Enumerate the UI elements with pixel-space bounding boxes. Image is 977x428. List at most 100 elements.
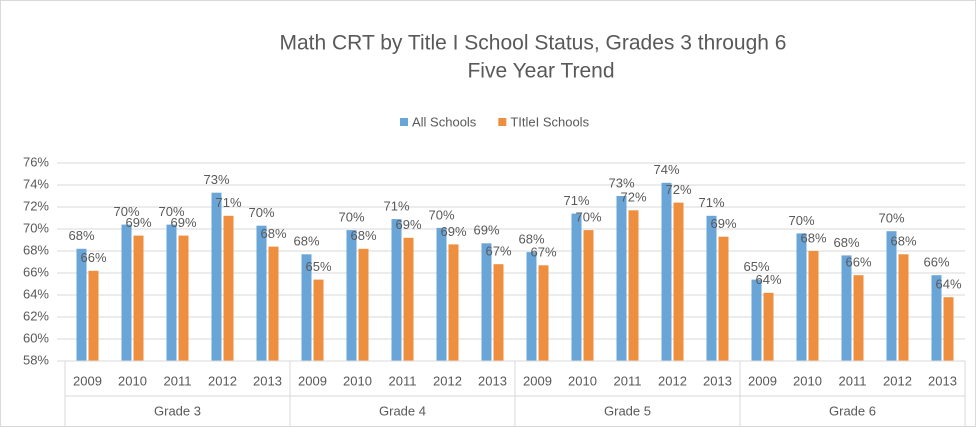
bar — [211, 192, 222, 361]
bar — [76, 248, 87, 361]
x-tick-label: 2010 — [568, 373, 597, 388]
x-tick-label: 2009 — [748, 373, 777, 388]
group-label: Grade 3 — [154, 403, 201, 418]
legend-swatch — [400, 118, 408, 126]
data-label: 70% — [428, 207, 454, 222]
bar — [931, 275, 942, 361]
data-label: 70% — [338, 210, 364, 225]
data-label: 69% — [473, 223, 499, 238]
x-tick-label: 2012 — [883, 373, 912, 388]
data-label: 68% — [890, 234, 916, 249]
x-tick-label: 2012 — [433, 373, 462, 388]
bar — [448, 244, 459, 361]
x-tick-label: 2009 — [73, 373, 102, 388]
bar — [898, 254, 909, 361]
data-label: 71% — [215, 195, 241, 210]
bar — [358, 248, 369, 361]
data-label: 68% — [518, 232, 544, 247]
bar — [301, 254, 312, 361]
chart-title: Math CRT by Title I School Status, Grade… — [280, 32, 787, 55]
y-tick-label: 74% — [23, 176, 49, 191]
bar — [583, 230, 594, 361]
legend-swatch — [498, 118, 507, 126]
bar — [133, 235, 144, 361]
data-label: 65% — [305, 259, 331, 274]
bar — [841, 255, 852, 361]
bar — [346, 230, 357, 361]
bar — [628, 210, 639, 361]
bar — [223, 215, 234, 361]
x-tick-label: 2010 — [118, 373, 147, 388]
y-tick-label: 70% — [23, 220, 49, 235]
data-label: 69% — [440, 224, 466, 239]
data-label: 71% — [563, 193, 589, 208]
bar — [853, 275, 864, 361]
data-label: 66% — [80, 250, 106, 265]
chart-subtitle: Five Year Trend — [467, 60, 614, 83]
y-tick-label: 68% — [23, 242, 49, 257]
bar — [481, 243, 492, 361]
bar — [166, 224, 177, 361]
data-label: 70% — [248, 205, 274, 220]
data-label: 65% — [743, 259, 769, 274]
bar — [256, 225, 267, 361]
bar — [436, 227, 447, 361]
data-label: 68% — [800, 230, 826, 245]
bar — [808, 251, 819, 361]
data-label: 69% — [125, 215, 151, 230]
data-label: 67% — [530, 245, 556, 260]
data-label: 70% — [575, 210, 601, 225]
x-tick-label: 2010 — [343, 373, 372, 388]
data-label: 69% — [170, 215, 196, 230]
data-label: 67% — [485, 244, 511, 259]
data-label: 68% — [350, 228, 376, 243]
y-tick-label: 60% — [23, 330, 49, 345]
x-tick-label: 2012 — [208, 373, 237, 388]
bar — [886, 231, 897, 361]
data-label: 71% — [383, 199, 409, 214]
x-tick-label: 2013 — [478, 373, 507, 388]
data-label: 64% — [755, 272, 781, 287]
y-tick-label: 62% — [23, 308, 49, 323]
x-tick-label: 2013 — [928, 373, 957, 388]
bar — [391, 219, 402, 361]
data-label: 69% — [710, 216, 736, 231]
bar — [706, 215, 717, 361]
x-tick-label: 2011 — [839, 373, 867, 388]
data-label: 68% — [260, 226, 286, 241]
bar — [616, 196, 627, 361]
data-label: 72% — [665, 182, 691, 197]
bar — [718, 236, 729, 361]
data-label: 71% — [698, 195, 724, 210]
data-label: 72% — [620, 190, 646, 205]
x-tick-label: 2009 — [298, 373, 327, 388]
bar — [763, 292, 774, 361]
y-tick-label: 58% — [23, 352, 49, 367]
x-tick-label: 2009 — [523, 373, 552, 388]
y-tick-label: 76% — [23, 154, 49, 169]
data-label: 70% — [878, 211, 904, 226]
bar — [121, 224, 132, 361]
y-tick-label: 64% — [23, 286, 49, 301]
data-label: 69% — [395, 217, 421, 232]
legend-label: All Schools — [412, 114, 477, 129]
bar — [661, 182, 672, 361]
bar — [751, 279, 762, 361]
bar — [268, 246, 279, 361]
y-tick-label: 66% — [23, 264, 49, 279]
x-tick-label: 2011 — [614, 373, 642, 388]
bar — [538, 265, 549, 361]
bar — [943, 297, 954, 361]
bar — [178, 235, 189, 361]
data-label: 66% — [845, 255, 871, 270]
data-label: 68% — [293, 234, 319, 249]
data-label: 73% — [608, 175, 634, 190]
bar — [796, 233, 807, 361]
data-label: 74% — [653, 162, 679, 177]
data-label: 70% — [158, 204, 184, 219]
data-label: 70% — [788, 213, 814, 228]
bar — [526, 252, 537, 361]
data-label: 66% — [923, 255, 949, 270]
bar — [673, 202, 684, 361]
